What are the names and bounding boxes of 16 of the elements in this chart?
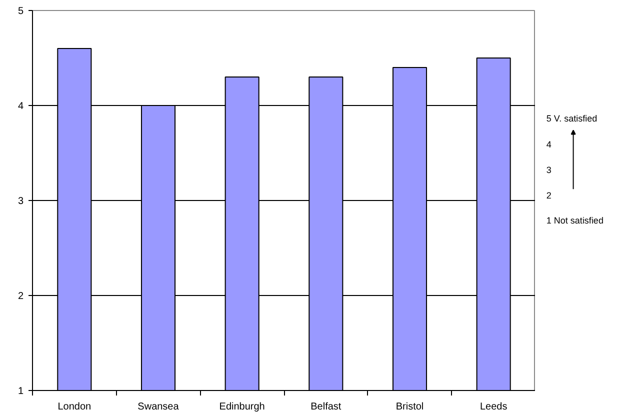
x-tick-label: Edinburgh	[219, 402, 265, 412]
text: 1 Not satisfied	[546, 215, 604, 226]
text: 5 V. satisfied	[546, 113, 598, 124]
x-tick-label: London	[58, 402, 92, 412]
y-tick-label: 3	[18, 196, 24, 207]
x-tick-label: Swansea	[138, 402, 180, 412]
x-tick-label: Bristol	[396, 402, 424, 412]
text: 4	[546, 139, 552, 150]
text: 3	[546, 164, 552, 175]
y-tick-label: 4	[18, 101, 24, 112]
text: 2	[546, 190, 552, 200]
x-tick-label: Belfast	[310, 402, 342, 412]
y-tick-label: 1	[18, 386, 24, 397]
x-tick-label: Leeds	[480, 402, 508, 412]
y-tick-label: 5	[18, 6, 24, 17]
y-tick-label: 2	[18, 291, 24, 302]
